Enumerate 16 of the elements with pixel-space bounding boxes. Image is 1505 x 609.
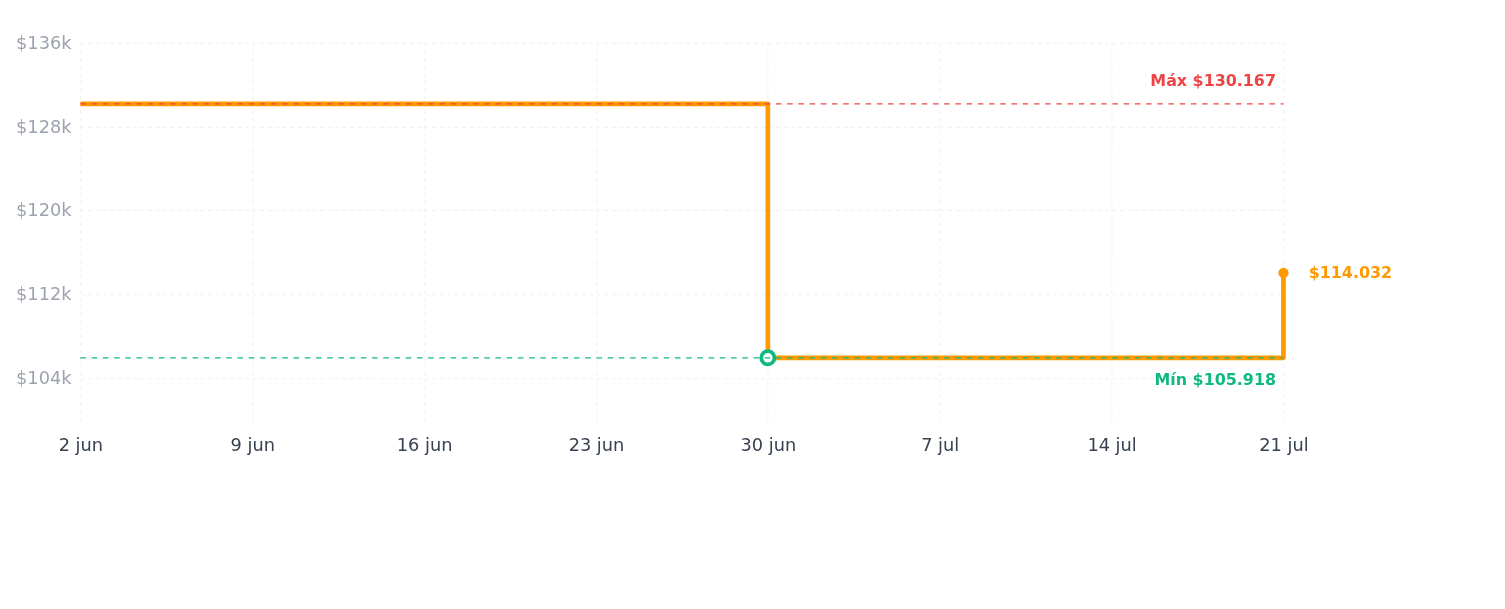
ref-line-label: Mín $105.918: [1154, 369, 1276, 389]
x-tick-label: 2 jun: [58, 434, 104, 455]
y-tick-label: $120k: [16, 200, 73, 221]
y-tick-label: $136k: [16, 32, 73, 53]
x-tick-label: 30 jun: [740, 434, 797, 455]
ref-line-label: Máx $130.167: [1150, 71, 1276, 91]
y-tick-label: $112k: [16, 284, 73, 305]
y-tick-label: $104k: [16, 367, 73, 388]
x-tick-label: 16 jun: [396, 434, 453, 455]
x-tick-label: 7 jul: [921, 434, 960, 455]
annotation: $114.032: [1308, 262, 1393, 282]
x-tick-label: 23 jun: [568, 434, 625, 455]
x-tick-label: 14 jul: [1087, 434, 1137, 455]
x-tick-label: 9 jun: [230, 434, 275, 455]
x-tick-label: 21 jul: [1259, 434, 1309, 455]
y-tick-label: $128k: [16, 116, 73, 137]
